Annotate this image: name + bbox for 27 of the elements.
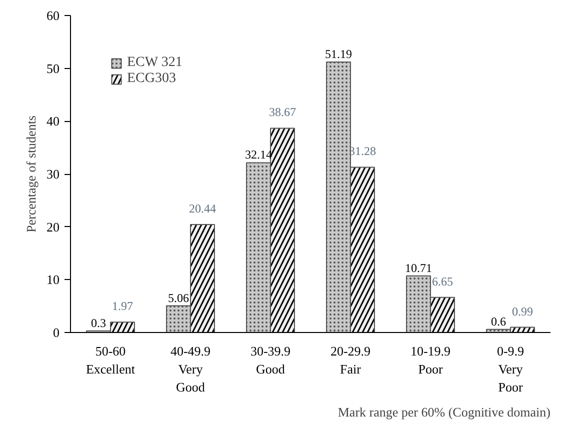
data-label: 51.19: [325, 47, 352, 62]
y-axis-title: Percentage of students: [24, 116, 38, 232]
data-label: 6.65: [432, 274, 453, 288]
legend-label: ECW 321: [127, 55, 182, 71]
data-label: 38.67: [269, 105, 296, 120]
x-tick-label: 0-9.9 Very Poor: [496, 344, 524, 394]
y-tick-label: 0: [53, 325, 60, 340]
legend-label: ECG303: [127, 71, 176, 87]
x-tick-label: 30-39.9 Good: [250, 344, 291, 376]
x-tick-label: 50-60 Excellent: [86, 344, 136, 376]
data-label: 5.06: [168, 290, 189, 305]
data-label: 1.97: [112, 299, 133, 314]
y-tick-label: 30: [46, 166, 60, 182]
y-tick-label: 50: [46, 60, 60, 76]
x-axis-title: Mark range per 60% (Cognitive domain): [338, 404, 551, 420]
data-label: 0.3: [91, 316, 106, 330]
data-label: 0.99: [512, 304, 533, 318]
data-label: 20.44: [189, 202, 216, 216]
y-tick-label: 60: [46, 8, 60, 23]
y-tick-label: 40: [46, 114, 60, 129]
x-tick-label: 40-49.9 Very Good: [170, 344, 211, 394]
y-tick-label: 10: [46, 272, 60, 288]
x-tick-label: 10-19.9 Poor: [410, 344, 451, 376]
data-label: 10.71: [405, 260, 432, 275]
data-label: 0.6: [491, 314, 506, 328]
y-tick-label: 20: [46, 219, 60, 234]
x-tick-label: 20-29.9 Fair: [330, 344, 371, 376]
